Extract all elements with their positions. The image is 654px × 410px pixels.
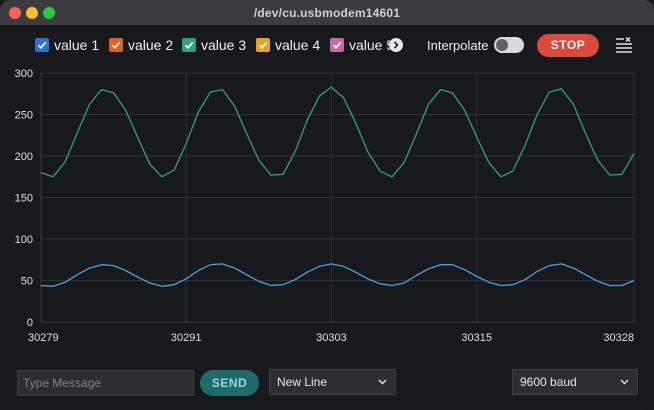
- x-tick-label: 30328: [603, 332, 634, 344]
- toggle-knob: [496, 39, 508, 51]
- legend-scroll-right-icon[interactable]: [389, 38, 403, 52]
- plotter-toolbar: value 1 value 2 value 3 value 4: [0, 26, 654, 64]
- window-title: /dev/cu.usbmodem14601: [253, 6, 401, 20]
- checkbox-checked-icon[interactable]: [182, 38, 196, 52]
- chevron-down-icon: [620, 379, 629, 385]
- x-tick-label: 30291: [171, 332, 202, 344]
- checkbox-checked-icon[interactable]: [35, 38, 49, 52]
- checkbox-checked-icon[interactable]: [330, 38, 344, 52]
- message-input[interactable]: [17, 370, 194, 396]
- y-tick-label: 150: [15, 193, 33, 205]
- y-tick-label: 100: [15, 234, 33, 246]
- maximize-window-button[interactable]: [43, 7, 55, 19]
- interpolate-toggle[interactable]: [494, 37, 524, 53]
- stop-button[interactable]: STOP: [537, 34, 599, 57]
- baud-rate-value: 9600 baud: [520, 375, 577, 389]
- legend-item-value-3[interactable]: value 3: [182, 37, 246, 53]
- baud-rate-select[interactable]: 9600 baud: [512, 369, 638, 395]
- x-tick-label: 30279: [28, 332, 59, 344]
- close-window-button[interactable]: [9, 7, 21, 19]
- legend-label: value 2: [128, 37, 174, 53]
- send-button[interactable]: SEND: [200, 370, 259, 396]
- x-tick-label: 30303: [316, 332, 347, 344]
- legend-item-value-2[interactable]: value 2: [109, 37, 173, 53]
- legend-item-value-4[interactable]: value 4: [256, 37, 320, 53]
- legend-item-value-5[interactable]: value 5: [330, 36, 390, 54]
- series-line-value-1: [40, 263, 635, 287]
- checkbox-checked-icon[interactable]: [109, 38, 123, 52]
- line-ending-value: New Line: [277, 375, 328, 389]
- legend-item-value-1[interactable]: value 1: [35, 37, 99, 53]
- send-bar: SEND New Line 9600 baud: [0, 360, 654, 410]
- legend-label: value 5: [349, 37, 390, 53]
- y-tick-label: 300: [15, 68, 33, 80]
- y-tick-label: 50: [21, 276, 33, 288]
- minimize-window-button[interactable]: [26, 7, 38, 19]
- chevron-down-icon: [378, 379, 387, 385]
- title-bar: /dev/cu.usbmodem14601: [0, 0, 654, 26]
- y-tick-label: 250: [15, 110, 33, 122]
- legend-label: value 4: [275, 37, 321, 53]
- clear-menu-icon[interactable]: [615, 37, 633, 53]
- legend-label: value 1: [54, 37, 100, 53]
- serial-plot-chart: 0 50 100 150 200 250 300 30279 30291 30303 30315 30…: [15, 68, 635, 344]
- legend-label: value 3: [201, 37, 247, 53]
- checkbox-checked-icon[interactable]: [256, 38, 270, 52]
- line-ending-select[interactable]: New Line: [269, 369, 396, 395]
- x-tick-label: 30315: [461, 332, 492, 344]
- interpolate-label: Interpolate: [427, 38, 489, 53]
- series-line-value-3: [40, 86, 635, 178]
- y-tick-label: 0: [27, 317, 33, 329]
- y-tick-label: 200: [15, 151, 33, 163]
